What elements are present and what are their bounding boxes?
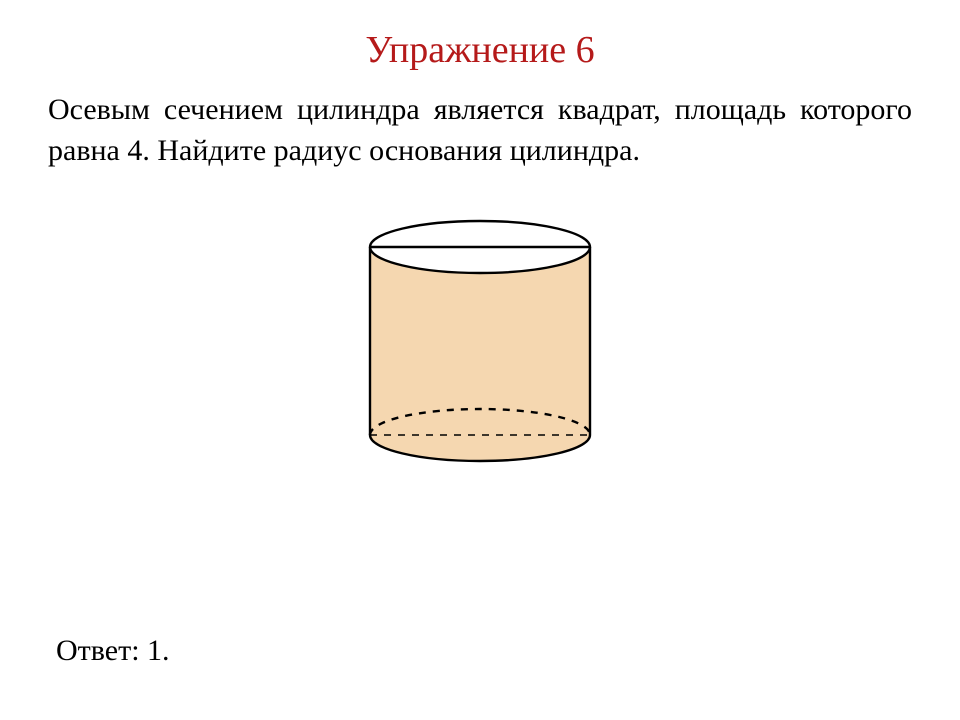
page: Упражнение 6 Осевым сечением цилиндра яв…	[0, 0, 960, 720]
cylinder-diagram	[330, 195, 630, 495]
exercise-title: Упражнение 6	[0, 0, 960, 72]
section-fill	[370, 247, 590, 461]
answer-value: 1.	[147, 634, 170, 667]
answer-line: Ответ: 1.	[56, 634, 170, 668]
answer-label: Ответ:	[56, 634, 140, 667]
problem-statement: Осевым сечением цилиндра является квадра…	[0, 72, 960, 171]
figure-container	[0, 195, 960, 495]
